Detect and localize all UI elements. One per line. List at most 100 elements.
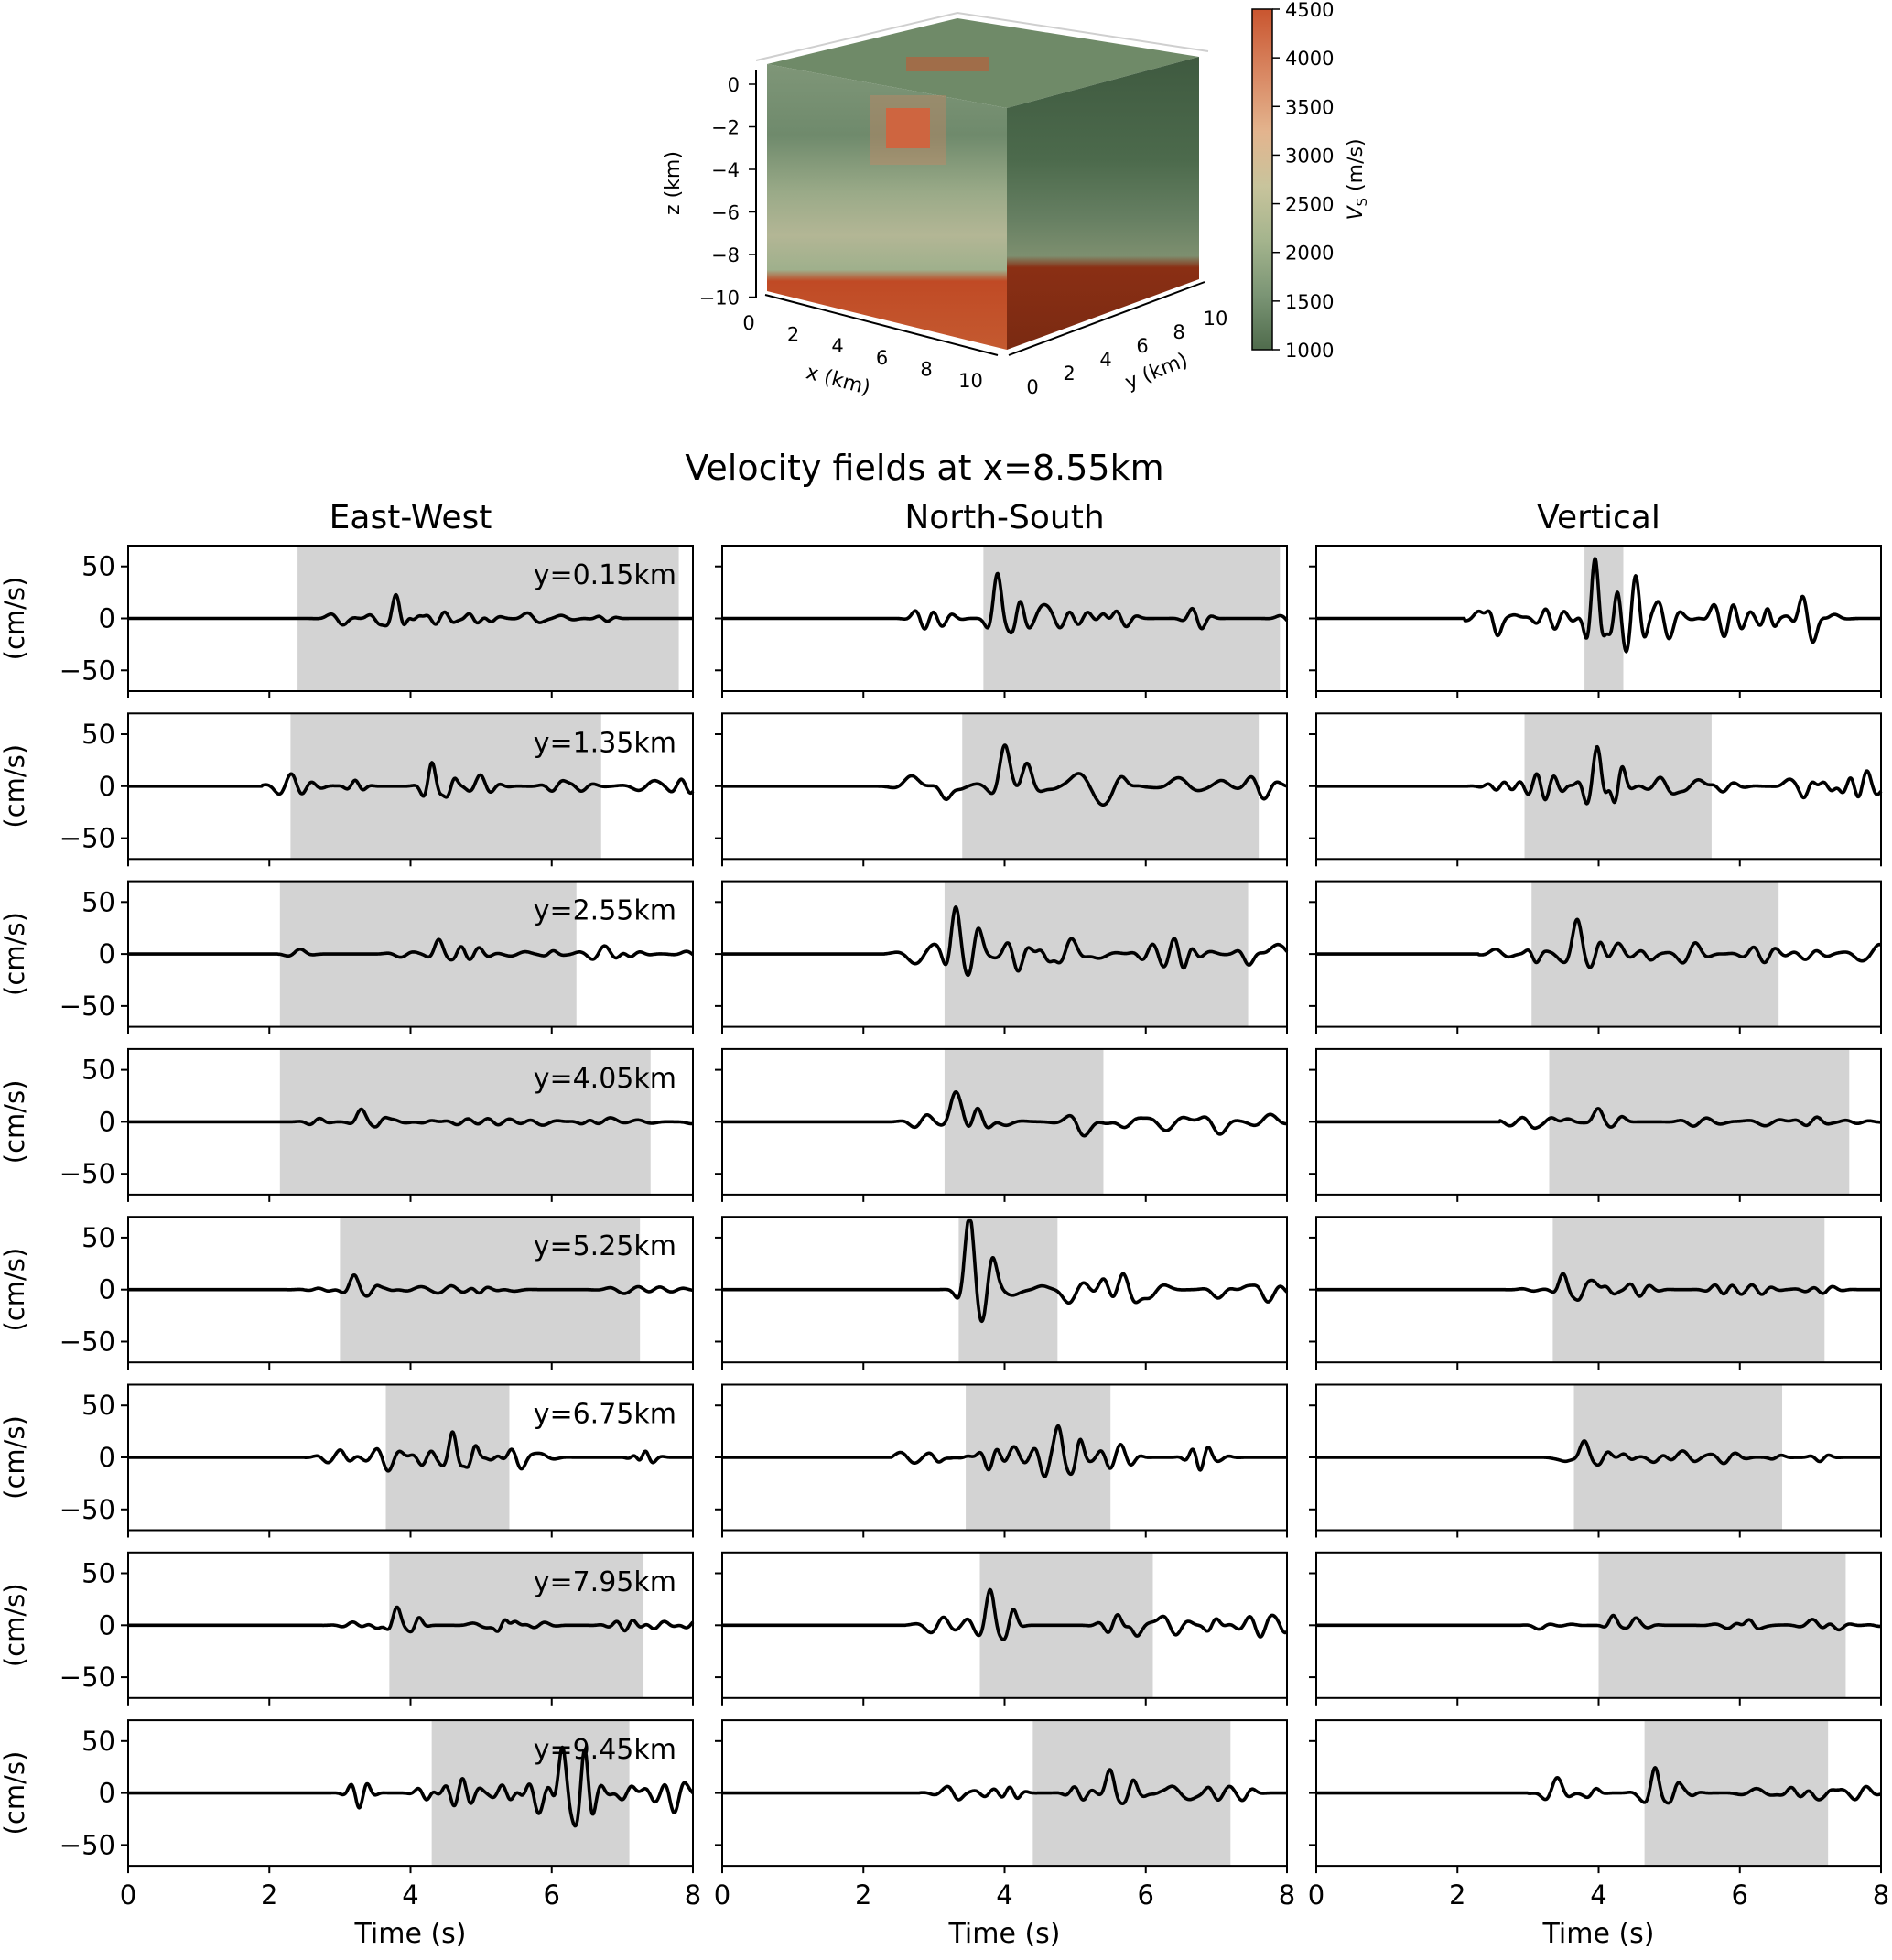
seismogram-panel: 50 0 −50 (cm/s) y=7.95km bbox=[0, 1551, 695, 1706]
velocity-trace bbox=[720, 743, 1289, 807]
y-tick-label: 0 bbox=[99, 1609, 115, 1641]
station-label: y=9.45km bbox=[534, 1734, 676, 1766]
cube-z-tick-label: −2 bbox=[711, 117, 740, 139]
y-tick-label: −50 bbox=[59, 1829, 115, 1860]
colorbar-label: VS (m/s) bbox=[1345, 138, 1370, 220]
velocity-trace bbox=[126, 937, 695, 962]
velocity-trace bbox=[1314, 917, 1883, 969]
column-title: North-South bbox=[904, 499, 1104, 536]
cube-x-tick-label: 8 bbox=[920, 358, 932, 380]
y-tick-label: −50 bbox=[59, 1494, 115, 1525]
station-label: y=0.15km bbox=[534, 559, 676, 591]
x-tick-label: 2 bbox=[855, 1879, 871, 1911]
cube-y-tick-label: 0 bbox=[1026, 376, 1038, 398]
seismogram-panel bbox=[1309, 880, 1883, 1034]
y-tick-label: 50 bbox=[81, 1726, 115, 1757]
seismogram-panel: 0 2 4 6 8 Time (s) bbox=[714, 1719, 1295, 1950]
y-axis-label: (cm/s) bbox=[0, 1583, 30, 1667]
y-tick-label: 0 bbox=[99, 1778, 115, 1809]
seismogram-panel: 50 0 −50 (cm/s) y=6.75km bbox=[0, 1383, 695, 1538]
y-axis-label: (cm/s) bbox=[0, 577, 30, 661]
cube-top-anomaly bbox=[906, 57, 989, 71]
seismogram-panel bbox=[1309, 545, 1883, 698]
station-label: y=5.25km bbox=[534, 1230, 676, 1262]
cube-x-ticks: 0 2 4 6 8 10 bbox=[742, 312, 983, 392]
cube-x-tick-label: 2 bbox=[787, 324, 799, 346]
cube-x-tick-label: 0 bbox=[742, 312, 754, 334]
x-axis-label: Time (s) bbox=[354, 1918, 467, 1950]
y-tick-label: −50 bbox=[59, 1326, 115, 1357]
cube-side-face bbox=[1007, 57, 1199, 350]
cube-x-label: x (km) bbox=[804, 361, 872, 400]
cube-front-face bbox=[767, 64, 1007, 350]
seismogram-panel bbox=[715, 1383, 1289, 1538]
cube-z-tick-label: −8 bbox=[711, 244, 740, 266]
cube-x-tick-label: 4 bbox=[831, 335, 843, 357]
velocity-trace bbox=[720, 1587, 1289, 1641]
x-tick-label: 8 bbox=[1279, 1879, 1295, 1911]
cube-anomaly-halo bbox=[870, 95, 946, 165]
seismogram-panel: 50 0 −50 (cm/s) y=4.05km bbox=[0, 1047, 695, 1202]
velocity-trace bbox=[720, 1768, 1289, 1805]
x-tick-label: 0 bbox=[1308, 1879, 1324, 1911]
velocity-trace bbox=[1314, 557, 1883, 654]
velocity-trace bbox=[126, 1107, 695, 1129]
cube-z-tick-label: −6 bbox=[711, 202, 740, 224]
seismogram-panel: 50 0 −50 (cm/s) y=2.55km bbox=[0, 880, 695, 1034]
cube-z-ticks: 0 −2 −4 −6 −8 −10 bbox=[699, 74, 756, 309]
velocity-trace bbox=[1314, 744, 1883, 806]
colorbar-tick-label: 4000 bbox=[1285, 48, 1334, 70]
seismogram-panel bbox=[715, 880, 1289, 1034]
y-axis-label: (cm/s) bbox=[0, 1248, 30, 1332]
column-title: Vertical bbox=[1537, 499, 1660, 536]
y-tick-label: 50 bbox=[81, 1390, 115, 1421]
x-tick-label: 4 bbox=[996, 1879, 1012, 1911]
velocity-trace bbox=[1314, 1766, 1883, 1805]
velocity-trace bbox=[720, 1424, 1289, 1478]
velocity-trace bbox=[720, 571, 1289, 635]
seismogram-panel bbox=[1309, 1551, 1883, 1706]
y-tick-label: 50 bbox=[81, 1055, 115, 1086]
colorbar bbox=[1251, 8, 1273, 351]
cube-y-tick-label: 8 bbox=[1173, 321, 1184, 343]
y-tick-label: 0 bbox=[99, 1442, 115, 1473]
y-tick-label: 0 bbox=[99, 1274, 115, 1305]
cube-y-label: y (km) bbox=[1122, 349, 1192, 395]
x-tick-label: 0 bbox=[714, 1879, 730, 1911]
colorbar-tick-label: 1500 bbox=[1285, 291, 1334, 313]
velocity-trace bbox=[126, 1430, 695, 1473]
y-tick-label: 50 bbox=[81, 551, 115, 582]
velocity-trace bbox=[720, 905, 1289, 978]
y-tick-label: −50 bbox=[59, 1662, 115, 1693]
y-tick-label: −50 bbox=[59, 991, 115, 1022]
x-tick-label: 4 bbox=[402, 1879, 418, 1911]
x-tick-label: 8 bbox=[685, 1879, 701, 1911]
x-tick-label: 0 bbox=[120, 1879, 136, 1911]
velocity-trace bbox=[1314, 1439, 1883, 1467]
seismogram-panel bbox=[1309, 1216, 1883, 1370]
colorbar-tick-label: 4500 bbox=[1285, 0, 1334, 21]
seismogram-panel bbox=[715, 712, 1289, 867]
y-axis-label: (cm/s) bbox=[0, 1080, 30, 1164]
seismogram-panel bbox=[715, 1216, 1289, 1370]
seismogram-panel: 50 0 −50 (cm/s) y=5.25km bbox=[0, 1216, 695, 1370]
cube-z-tick-label: 0 bbox=[728, 74, 740, 96]
cube-z-tick-label: −4 bbox=[711, 159, 740, 181]
colorbar-tick-label: 3000 bbox=[1285, 145, 1334, 167]
velocity-trace bbox=[720, 1090, 1289, 1138]
y-tick-label: 0 bbox=[99, 771, 115, 802]
y-axis-label: (cm/s) bbox=[0, 912, 30, 996]
x-tick-label: 2 bbox=[1449, 1879, 1465, 1911]
y-axis-label: (cm/s) bbox=[0, 1751, 30, 1835]
y-tick-label: 50 bbox=[81, 1222, 115, 1253]
velocity-trace bbox=[126, 1605, 695, 1634]
velocity-trace bbox=[720, 1218, 1289, 1324]
velocity-trace bbox=[126, 1745, 695, 1828]
cube-y-tick-label: 6 bbox=[1136, 335, 1148, 357]
x-axis-label: Time (s) bbox=[948, 1918, 1061, 1950]
y-tick-label: 50 bbox=[81, 719, 115, 750]
velocity-trace bbox=[1314, 1272, 1883, 1302]
x-axis-label: Time (s) bbox=[1542, 1918, 1655, 1950]
